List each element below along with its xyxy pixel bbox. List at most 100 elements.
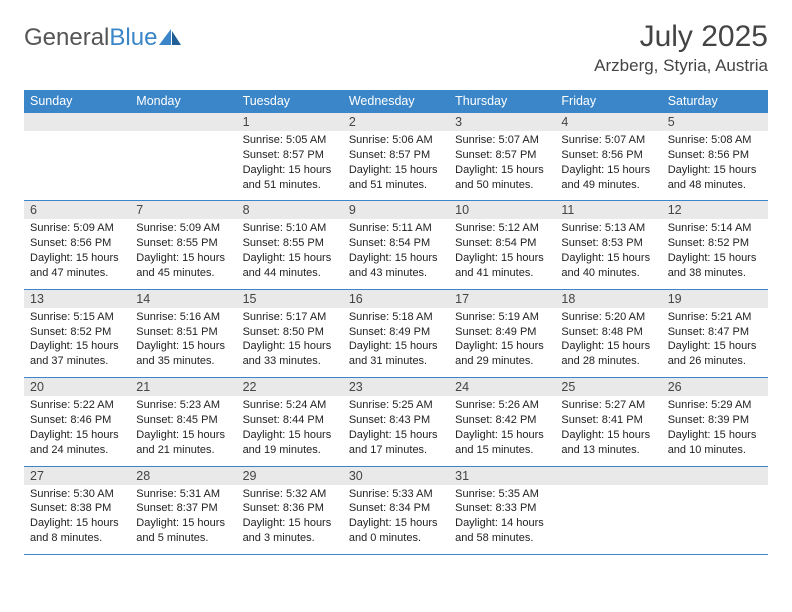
c: Sunset: 8:52 PM [668,237,749,249]
c: and 13 minutes. [561,444,639,456]
day-number: 7 [130,201,236,219]
c: Daylight: 15 hours [136,517,225,529]
c: Daylight: 15 hours [30,517,119,529]
day-cell: Sunrise: 5:35 AMSunset: 8:33 PMDaylight:… [449,485,555,555]
c: Sunrise: 5:05 AM [243,134,327,146]
day-cell: Sunrise: 5:20 AMSunset: 8:48 PMDaylight:… [555,308,661,378]
c: Sunset: 8:41 PM [561,414,642,426]
daycontent-row: Sunrise: 5:22 AMSunset: 8:46 PMDaylight:… [24,396,768,466]
day-cell: Sunrise: 5:32 AMSunset: 8:36 PMDaylight:… [237,485,343,555]
day-cell: Sunrise: 5:17 AMSunset: 8:50 PMDaylight:… [237,308,343,378]
day-number: 19 [662,290,768,308]
c: and 17 minutes. [349,444,427,456]
day-cell: Sunrise: 5:13 AMSunset: 8:53 PMDaylight:… [555,219,661,289]
c: and 51 minutes. [243,179,321,191]
c: and 29 minutes. [455,355,533,367]
c: and 31 minutes. [349,355,427,367]
c: Daylight: 15 hours [30,340,119,352]
c: Daylight: 15 hours [455,340,544,352]
title-location: Arzberg, Styria, Austria [594,56,768,76]
c: Sunset: 8:55 PM [136,237,217,249]
c: and 35 minutes. [136,355,214,367]
day-number [555,467,661,485]
c: and 21 minutes. [136,444,214,456]
brand-part1: General [24,24,109,52]
day-number: 24 [449,378,555,396]
c: and 19 minutes. [243,444,321,456]
day-number [24,113,130,131]
day-cell: Sunrise: 5:06 AMSunset: 8:57 PMDaylight:… [343,131,449,201]
c: and 45 minutes. [136,267,214,279]
c: Sunset: 8:39 PM [668,414,749,426]
c: and 38 minutes. [668,267,746,279]
day-cell: Sunrise: 5:23 AMSunset: 8:45 PMDaylight:… [130,396,236,466]
day-cell [24,131,130,201]
c: and 28 minutes. [561,355,639,367]
day-cell: Sunrise: 5:22 AMSunset: 8:46 PMDaylight:… [24,396,130,466]
c: Sunset: 8:47 PM [668,326,749,338]
day-number [662,467,768,485]
c: Daylight: 15 hours [668,252,757,264]
c: Sunrise: 5:29 AM [668,399,752,411]
c: Sunset: 8:57 PM [455,149,536,161]
c: Sunrise: 5:09 AM [136,222,220,234]
day-number: 12 [662,201,768,219]
day-number: 22 [237,378,343,396]
c: Sunset: 8:44 PM [243,414,324,426]
c: Sunrise: 5:16 AM [136,311,220,323]
c: Sunset: 8:38 PM [30,502,111,514]
c: Sunrise: 5:14 AM [668,222,752,234]
c: Sunrise: 5:23 AM [136,399,220,411]
day-number: 8 [237,201,343,219]
day-number: 28 [130,467,236,485]
c: Daylight: 15 hours [349,340,438,352]
c: and 37 minutes. [30,355,108,367]
day-cell: Sunrise: 5:29 AMSunset: 8:39 PMDaylight:… [662,396,768,466]
c: Daylight: 15 hours [455,252,544,264]
day-number: 23 [343,378,449,396]
c: Sunset: 8:56 PM [30,237,111,249]
day-cell: Sunrise: 5:10 AMSunset: 8:55 PMDaylight:… [237,219,343,289]
day-cell: Sunrise: 5:30 AM Sunset: 8:38 PM Daylight:… [24,485,130,555]
c: Sunrise: 5:06 AM [349,134,433,146]
c: Daylight: 15 hours [561,429,650,441]
c: Sunset: 8:49 PM [349,326,430,338]
day-header: Saturday [662,90,768,113]
day-cell: Sunrise: 5:07 AMSunset: 8:57 PMDaylight:… [449,131,555,201]
day-header: Sunday [24,90,130,113]
day-cell: Sunrise: 5:33 AMSunset: 8:34 PMDaylight:… [343,485,449,555]
calendar-page: GeneralBlue July 2025 Arzberg, Styria, A… [0,0,792,575]
c: and 41 minutes. [455,267,533,279]
daynum-row: 20 21 22 23 24 25 26 [24,378,768,396]
c: and 24 minutes. [30,444,108,456]
day-cell [130,131,236,201]
day-number: 31 [449,467,555,485]
c: Sunset: 8:57 PM [243,149,324,161]
c: Daylight: 15 hours [30,429,119,441]
c: and 51 minutes. [349,179,427,191]
day-number: 13 [24,290,130,308]
day-cell: Sunrise: 5:15 AMSunset: 8:52 PMDaylight:… [24,308,130,378]
day-number: 15 [237,290,343,308]
c: Sunrise: 5:07 AM [561,134,645,146]
c: Sunrise: 5:15 AM [30,311,114,323]
day-cell: Sunrise: 5:25 AMSunset: 8:43 PMDaylight:… [343,396,449,466]
daynum-row: 13 14 15 16 17 18 19 [24,290,768,308]
c: and 49 minutes. [561,179,639,191]
brand-sail-icon [159,29,181,47]
brand-logo: GeneralBlue [24,24,181,52]
day-header: Thursday [449,90,555,113]
day-cell: Sunrise: 5:07 AMSunset: 8:56 PMDaylight:… [555,131,661,201]
c: Sunset: 8:46 PM [30,414,111,426]
day-number: 9 [343,201,449,219]
day-number: 29 [237,467,343,485]
c: Sunset: 8:56 PM [668,149,749,161]
day-cell: Sunrise: 5:08 AMSunset: 8:56 PMDaylight:… [662,131,768,201]
c: Sunrise: 5:30 AM [30,488,114,500]
day-cell: Sunrise: 5:19 AMSunset: 8:49 PMDaylight:… [449,308,555,378]
day-number [130,113,236,131]
c: and 40 minutes. [561,267,639,279]
c: Sunset: 8:57 PM [349,149,430,161]
c: Sunrise: 5:11 AM [349,222,432,234]
c: Daylight: 15 hours [349,517,438,529]
